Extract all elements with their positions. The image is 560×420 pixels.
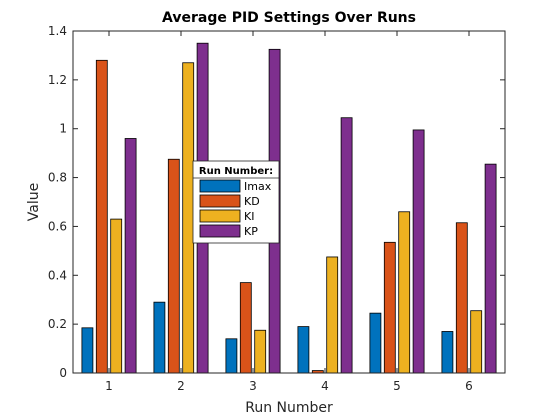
bar-ki-run-2 <box>183 63 194 373</box>
bar-kd-run-3 <box>240 283 251 373</box>
bar-imax-run-6 <box>442 331 453 373</box>
bar-ki-run-6 <box>471 311 482 373</box>
bar-kp-run-6 <box>485 164 496 373</box>
legend-label-imax: Imax <box>244 180 272 193</box>
y-tick-label: 1.2 <box>48 73 67 87</box>
legend: Run Number: Imax KD KI KP <box>193 161 279 243</box>
legend-title: Run Number: <box>199 166 273 177</box>
y-tick-label: 0.8 <box>48 171 67 185</box>
y-tick-label: 0.2 <box>48 317 67 331</box>
legend-swatch-kd <box>200 195 240 207</box>
legend-label-ki: KI <box>244 210 254 223</box>
bar-ki-run-1 <box>111 219 122 373</box>
bar-kd-run-6 <box>456 223 467 373</box>
bar-imax-run-2 <box>154 302 165 373</box>
y-axis-label: Value <box>26 183 42 221</box>
bar-imax-run-1 <box>82 328 93 373</box>
x-tick-label: 4 <box>321 379 329 393</box>
bar-imax-run-4 <box>298 327 309 373</box>
legend-swatch-imax <box>200 180 240 192</box>
legend-label-kp: KP <box>244 225 258 238</box>
y-tick-label: 0.6 <box>48 219 67 233</box>
legend-label-kd: KD <box>244 195 260 208</box>
x-axis-label: Run Number <box>245 400 333 416</box>
y-tick-label: 1.4 <box>48 24 67 38</box>
bar-imax-run-3 <box>226 339 237 373</box>
x-tick-label: 5 <box>393 379 401 393</box>
bar-kp-run-5 <box>413 130 424 373</box>
bar-kd-run-2 <box>168 159 179 373</box>
bar-kp-run-1 <box>125 138 136 373</box>
bar-kp-run-4 <box>341 118 352 373</box>
x-tick-label: 2 <box>177 379 185 393</box>
bar-ki-run-5 <box>399 212 410 373</box>
bar-kd-run-1 <box>96 60 107 373</box>
bar-imax-run-5 <box>370 313 381 373</box>
y-tick-label: 1 <box>59 122 67 136</box>
bar-ki-run-3 <box>255 330 266 373</box>
x-tick-label: 6 <box>465 379 473 393</box>
legend-swatch-kp <box>200 225 240 237</box>
bar-kd-run-5 <box>384 242 395 373</box>
legend-swatch-ki <box>200 210 240 222</box>
y-tick-label: 0 <box>59 366 67 380</box>
y-tick-label: 0.4 <box>48 268 67 282</box>
x-tick-label: 3 <box>249 379 257 393</box>
bar-ki-run-4 <box>327 257 338 373</box>
chart-title: Average PID Settings Over Runs <box>162 10 416 26</box>
x-tick-label: 1 <box>105 379 113 393</box>
